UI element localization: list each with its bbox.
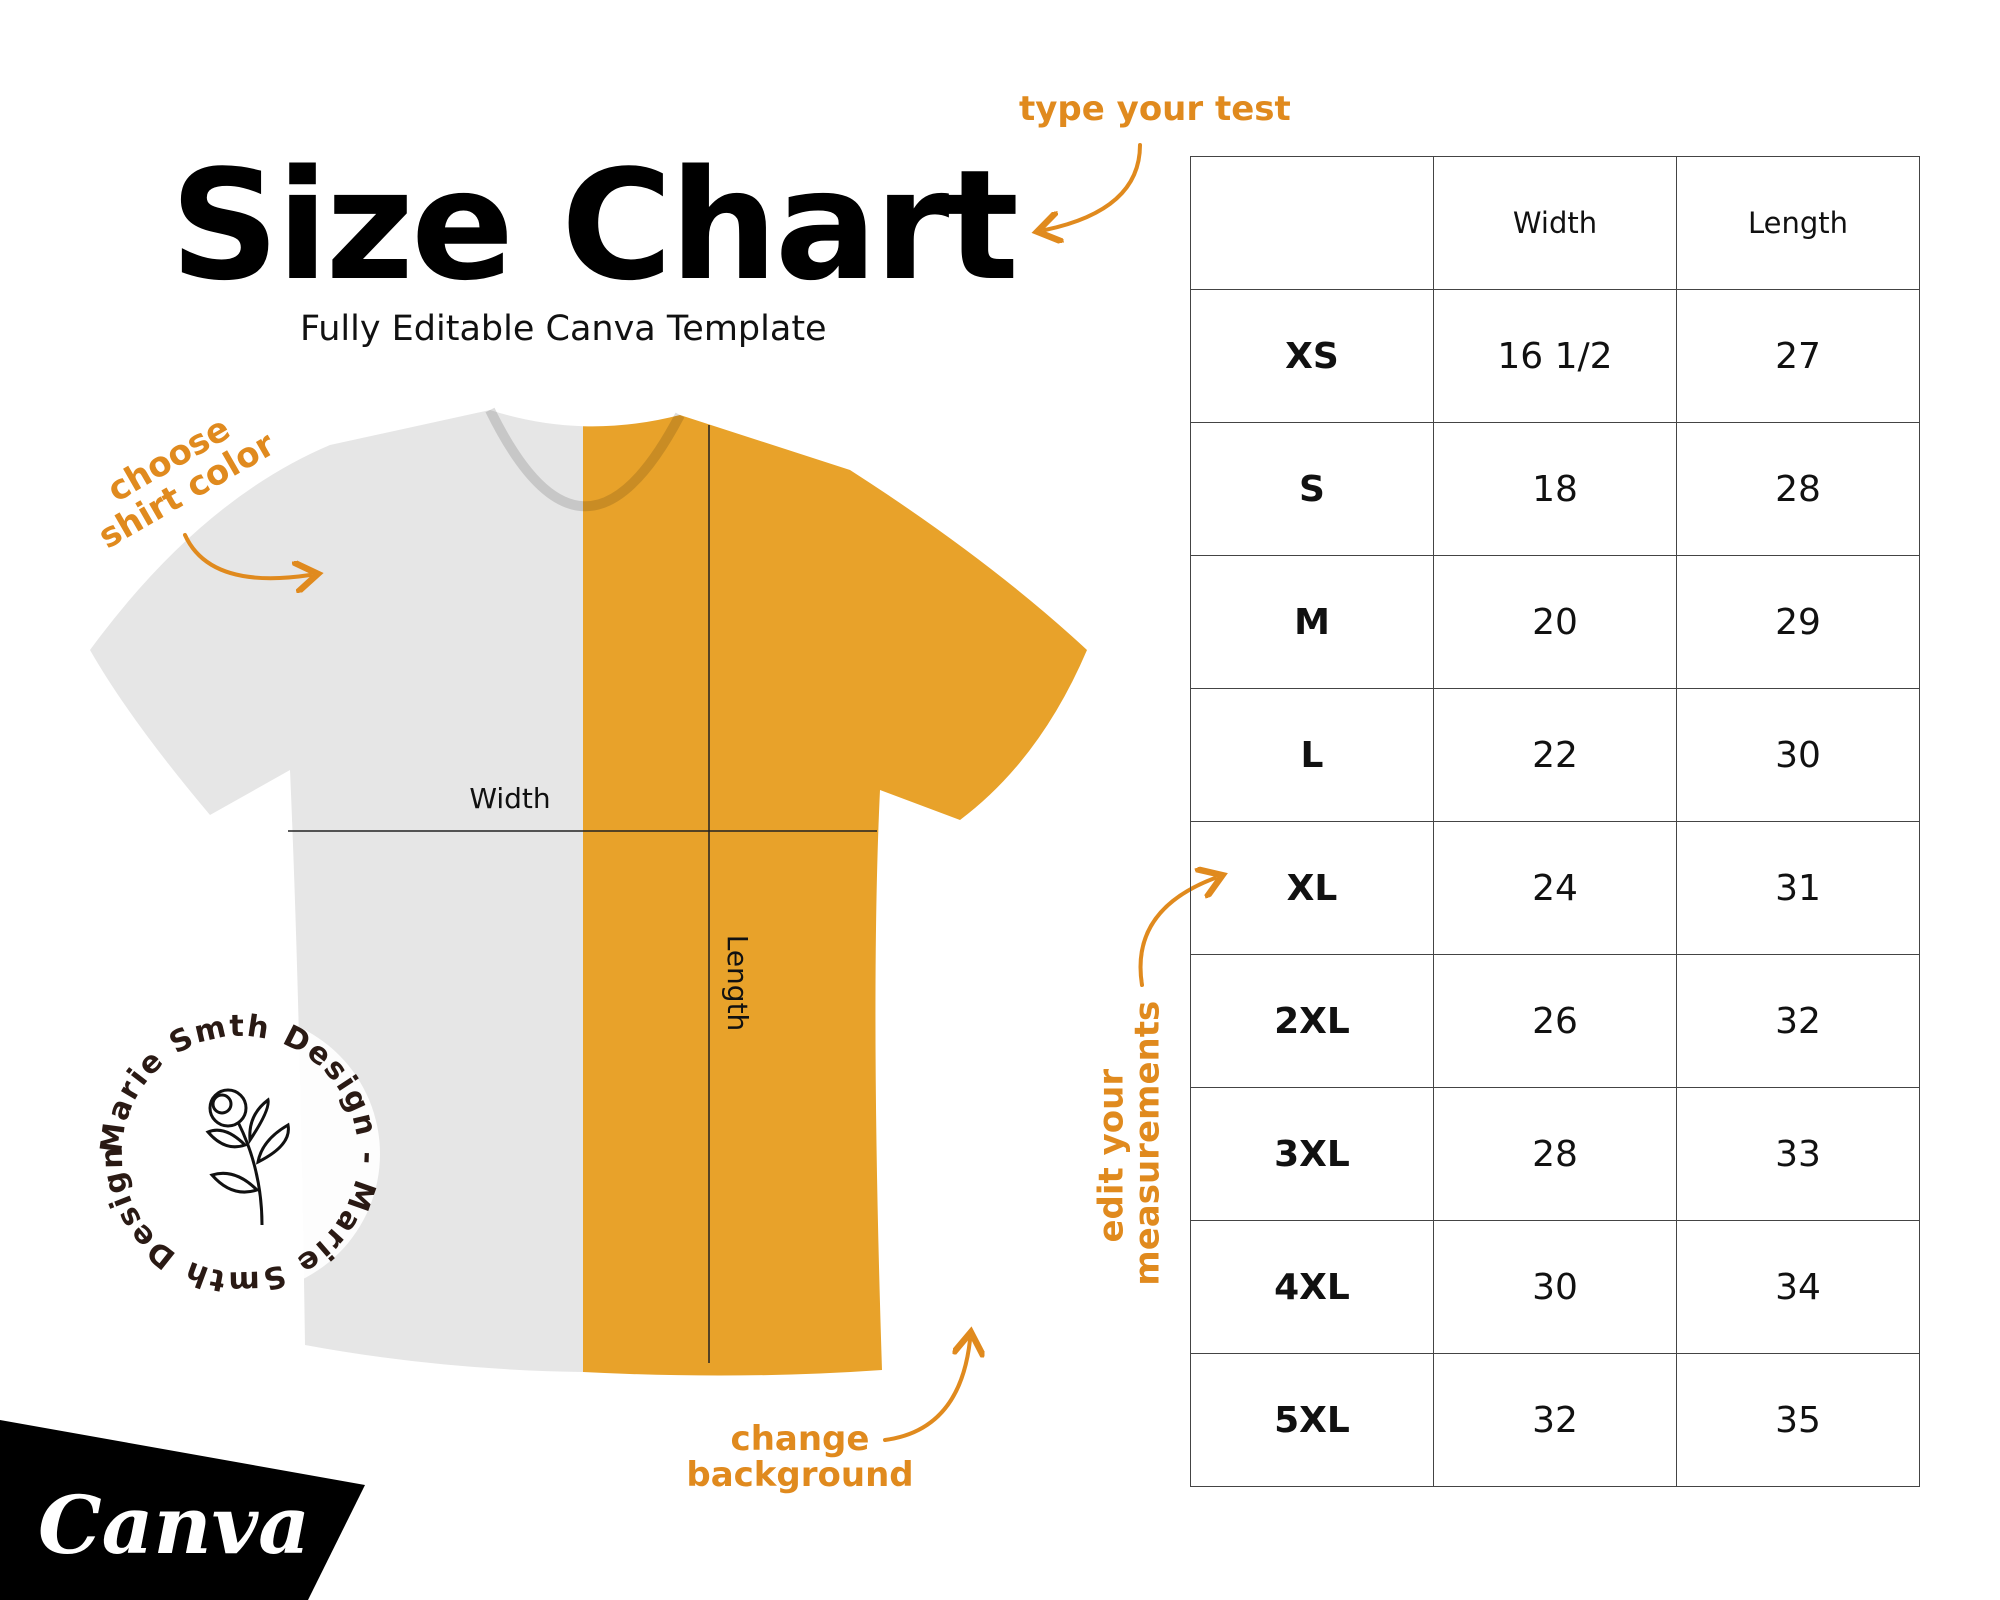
measurement-cell[interactable]: 18 bbox=[1433, 422, 1677, 556]
size-cell[interactable]: XS bbox=[1190, 289, 1434, 423]
measurement-cell[interactable]: 30 bbox=[1433, 1220, 1677, 1354]
rose-icon bbox=[205, 1088, 290, 1226]
measurement-cell[interactable]: 28 bbox=[1676, 422, 1920, 556]
table-row: M 20 29 bbox=[1190, 555, 1920, 689]
annotation-type-text: type your test bbox=[1019, 89, 1291, 129]
size-cell[interactable]: M bbox=[1190, 555, 1434, 689]
measurement-cell[interactable]: 28 bbox=[1433, 1087, 1677, 1221]
annotation-line: edit your bbox=[1091, 1068, 1132, 1243]
table-row: 5XL 32 35 bbox=[1190, 1353, 1920, 1487]
size-cell[interactable]: 2XL bbox=[1190, 954, 1434, 1088]
size-cell[interactable]: L bbox=[1190, 688, 1434, 822]
length-label: Length bbox=[721, 935, 754, 1032]
table-header-cell[interactable]: Length bbox=[1676, 156, 1920, 290]
annotation-line: change bbox=[730, 1419, 870, 1459]
measurement-cell[interactable]: 35 bbox=[1676, 1353, 1920, 1487]
measurement-cell[interactable]: 20 bbox=[1433, 555, 1677, 689]
shirt-collar bbox=[485, 407, 685, 512]
size-cell[interactable]: 3XL bbox=[1190, 1087, 1434, 1221]
measurement-cell[interactable]: 27 bbox=[1676, 289, 1920, 423]
measurement-cell[interactable]: 29 bbox=[1676, 555, 1920, 689]
measurement-cell[interactable]: 26 bbox=[1433, 954, 1677, 1088]
measurement-cell[interactable]: 31 bbox=[1676, 821, 1920, 955]
size-cell[interactable]: 5XL bbox=[1190, 1353, 1434, 1487]
annotation-line: measurements bbox=[1127, 1000, 1167, 1286]
size-cell[interactable]: XL bbox=[1190, 821, 1434, 955]
table-row: L 22 30 bbox=[1190, 688, 1920, 822]
table-row: 4XL 30 34 bbox=[1190, 1220, 1920, 1354]
measurement-cell[interactable]: 30 bbox=[1676, 688, 1920, 822]
measurement-cell[interactable]: 33 bbox=[1676, 1087, 1920, 1221]
measurement-cell[interactable]: 16 1/2 bbox=[1433, 289, 1677, 423]
table-row: XL 24 31 bbox=[1190, 821, 1920, 955]
page-title: Size Chart bbox=[170, 137, 1019, 314]
measurement-cell[interactable]: 32 bbox=[1433, 1353, 1677, 1487]
measurement-cell[interactable]: 34 bbox=[1676, 1220, 1920, 1354]
annotation-line: background bbox=[686, 1454, 914, 1495]
size-table: Width Length XS 16 1/2 27 S 18 28 M 20 29 L 22 30 XL 24… bbox=[1190, 156, 1920, 1487]
table-row: 3XL 28 33 bbox=[1190, 1087, 1920, 1221]
table-row: XS 16 1/2 27 bbox=[1190, 289, 1920, 423]
table-row: S 18 28 bbox=[1190, 422, 1920, 556]
table-header-cell[interactable] bbox=[1190, 156, 1434, 290]
measurement-cell[interactable]: 22 bbox=[1433, 688, 1677, 822]
annotation-background: change background bbox=[680, 1419, 920, 1495]
table-row: 2XL 26 32 bbox=[1190, 954, 1920, 1088]
canva-logo: Canva bbox=[38, 1478, 310, 1572]
seal-background bbox=[100, 1014, 380, 1294]
annotation-measurements: edit your measurements bbox=[1091, 1000, 1167, 1286]
size-cell[interactable]: 4XL bbox=[1190, 1220, 1434, 1354]
table-header-cell[interactable]: Width bbox=[1433, 156, 1677, 290]
measurement-cell[interactable]: 24 bbox=[1433, 821, 1677, 955]
width-label: Width bbox=[469, 782, 550, 815]
page-subtitle: Fully Editable Canva Template bbox=[300, 309, 827, 349]
size-cell[interactable]: S bbox=[1190, 422, 1434, 556]
measurement-cell[interactable]: 32 bbox=[1676, 954, 1920, 1088]
table-header-row: Width Length bbox=[1190, 156, 1920, 290]
logo-banner bbox=[0, 1420, 365, 1600]
